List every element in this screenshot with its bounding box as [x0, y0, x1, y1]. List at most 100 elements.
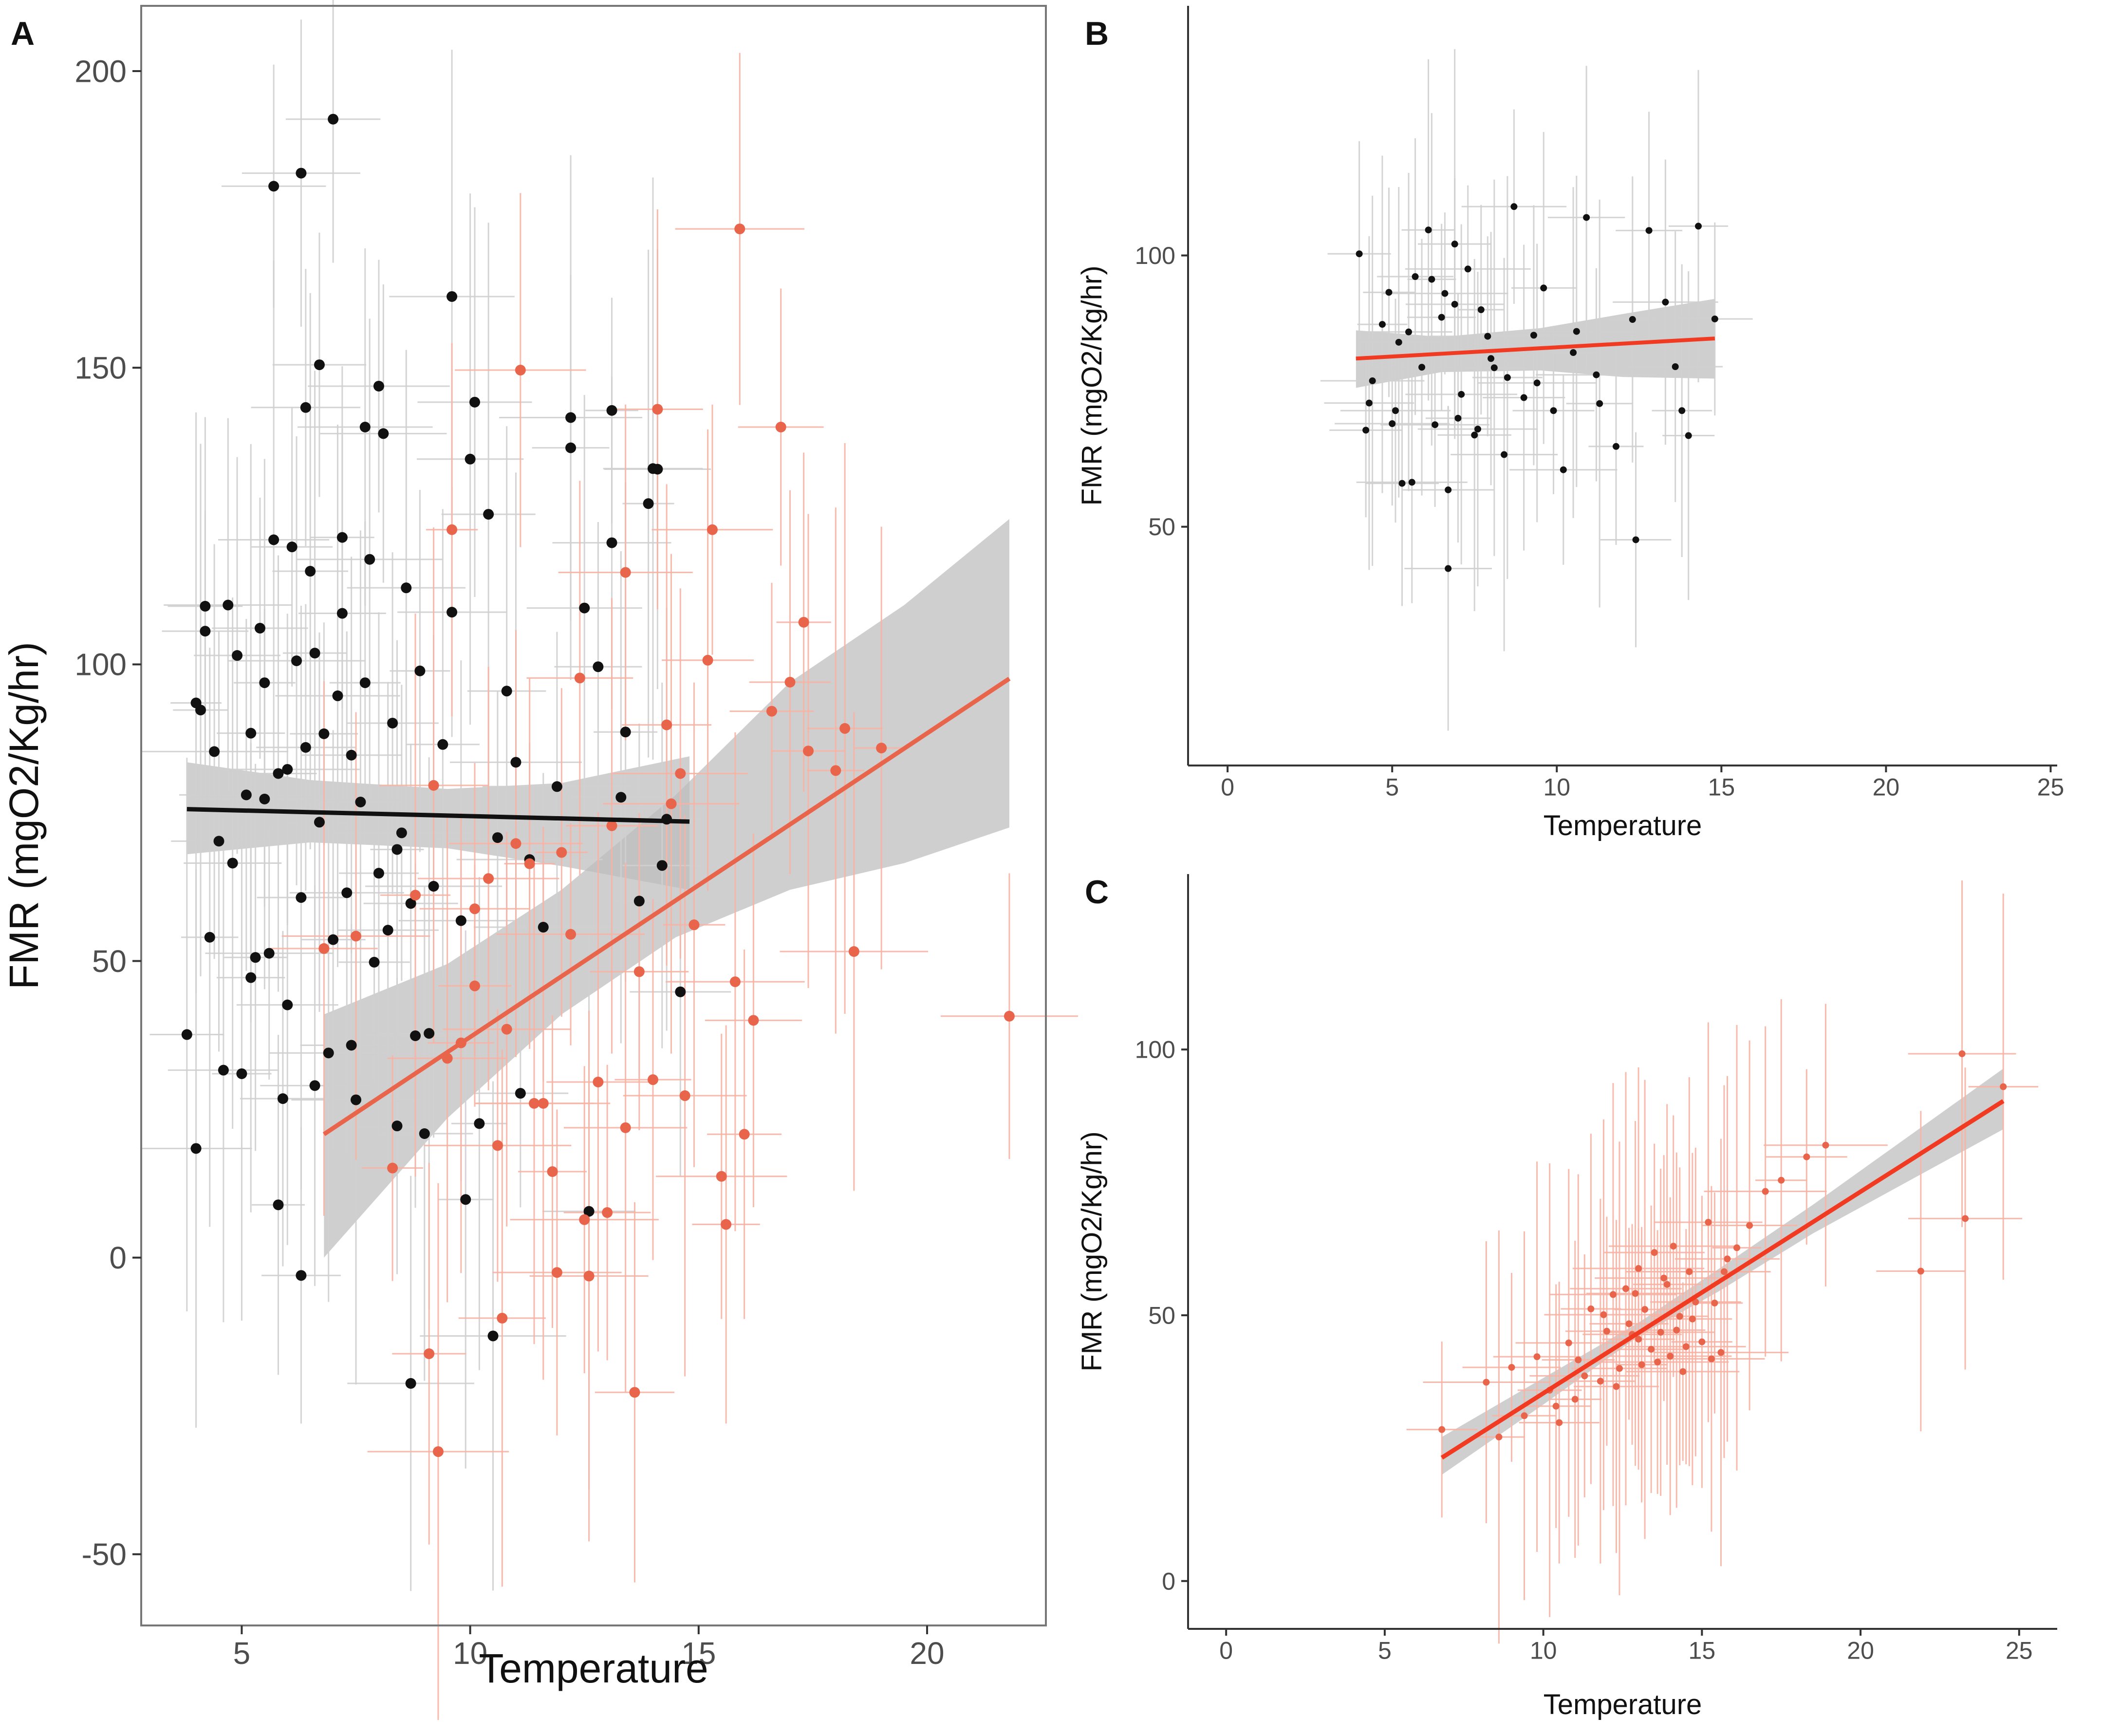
panel-a-point-1-48 [401, 582, 412, 594]
panel-b-point-1-22 [1501, 451, 1508, 458]
panel-a-point-1-19 [268, 534, 279, 545]
panel-b-point-1-14 [1445, 486, 1452, 493]
panel-b-y-tick-label-1: 50 [1148, 513, 1175, 541]
panel-c-point-1-17 [1622, 1285, 1630, 1292]
panel-a-point-1-68 [593, 661, 604, 672]
panel-a-point-1-67 [579, 602, 590, 614]
panel-a-point-1-37 [351, 1094, 362, 1105]
panel-a-point-1-71 [633, 896, 645, 907]
panel-a-x-tick-label-2: 10 [453, 1636, 487, 1671]
panel-a-point-2-49 [583, 1270, 595, 1282]
panel-c-point-1-4 [1508, 1363, 1515, 1371]
panel-a-point-2-58 [839, 723, 851, 734]
panel-a-point-1-41 [369, 956, 380, 968]
panel-b-point-1-10 [1418, 364, 1426, 371]
panel-c-point-1-5 [1521, 1412, 1528, 1419]
panel-a-point-1-57 [465, 453, 476, 465]
panel-c-fit-line-1 [1440, 1099, 2005, 1460]
panel-b-point-1-30 [1583, 214, 1590, 221]
panel-c-point-1-39 [1762, 1188, 1769, 1195]
panel-c-point-1-2 [1483, 1379, 1490, 1386]
panel-a-point-2-16 [579, 1214, 590, 1225]
panel-a-y-tick-label-6: 200 [74, 54, 127, 89]
panel-c-point-1-53 [1635, 1336, 1642, 1343]
panel-a-point-1-59 [483, 509, 494, 520]
panel-b-x-tick-label-3: 10 [1543, 774, 1570, 801]
panel-b-point-1-7 [1398, 480, 1406, 487]
panel-a-x-tick-label-4: 20 [910, 1636, 944, 1671]
panel-b-point-1-12 [1432, 421, 1439, 429]
panel-a-point-2-38 [515, 365, 526, 376]
panel-c-x-tick-label-6: 25 [2006, 1637, 2033, 1664]
panel-b-point-1-2 [1362, 427, 1370, 434]
panel-b-point-1-34 [1645, 227, 1653, 234]
panel-a-point-2-52 [529, 1098, 540, 1109]
panel-c-point-1-25 [1660, 1274, 1668, 1282]
panel-a-point-1-82 [359, 422, 371, 433]
panel-a-point-1-91 [273, 1199, 284, 1211]
panel-c-point-1-29 [1682, 1343, 1690, 1350]
panel-a-point-1-75 [268, 181, 279, 192]
panel-a-point-1-25 [296, 892, 307, 903]
panel-a-point-1-51 [414, 665, 426, 676]
panel-c-point-1-60 [1720, 1268, 1728, 1275]
panel-a-point-2-14 [551, 1267, 562, 1278]
panel-a-point-1-10 [227, 858, 238, 869]
panel-b-point-1-1 [1356, 250, 1363, 258]
panel-c-point-1-12 [1587, 1305, 1595, 1312]
panel-a-point-1-77 [328, 113, 339, 125]
panel-a-point-2-39 [446, 524, 458, 535]
panel-a-point-1-70 [620, 727, 631, 738]
panel-c-point-1-21 [1641, 1306, 1649, 1313]
panel-c-point-1-41 [1803, 1153, 1810, 1160]
panel-a-point-1-90 [487, 1330, 499, 1342]
panel-b-y-axis-title: FMR (mgO2/Kg/hr) [1076, 265, 1108, 505]
panel-a-fit-line-1 [186, 807, 690, 824]
panel-c-point-1-40 [1778, 1176, 1785, 1184]
panel-a-point-1-76 [296, 168, 307, 179]
panel-a-point-1-99 [336, 532, 348, 543]
panel-a-point-1-94 [583, 1206, 595, 1217]
panel-b-ci-band-1 [1356, 299, 1715, 388]
panel-b-point-1-52 [1685, 432, 1692, 439]
panel-a-point-1-4 [200, 626, 211, 637]
panel-a-point-2-4 [410, 890, 421, 901]
panel-a-point-1-20 [273, 768, 284, 779]
panel-a-point-1-89 [296, 1270, 307, 1281]
panel-c-point-1-48 [1625, 1320, 1633, 1327]
panel-b-x-tick-label-4: 15 [1708, 774, 1735, 801]
panel-a-point-1-1 [181, 1029, 192, 1040]
panel-b-y-tick-label-2: 100 [1135, 242, 1175, 269]
panel-a-point-2-35 [1004, 1010, 1015, 1022]
panel-b-point-1-13 [1438, 314, 1445, 321]
panel-a-fit-line-2 [322, 676, 1011, 1136]
panel-a-point-1-87 [652, 464, 663, 475]
panel-a-point-1-83 [469, 396, 481, 408]
panel-a-point-2-56 [739, 1129, 750, 1140]
panel-a-point-2-34 [876, 743, 887, 754]
panel-a-letter: A [11, 15, 35, 52]
panel-c-point-1-45 [1962, 1215, 1969, 1222]
panel-a-point-2-36 [734, 224, 745, 235]
panel-c-point-1-46 [2000, 1083, 2007, 1090]
panel-b-point-1-54 [1445, 565, 1452, 572]
panel-b-point-1-15 [1451, 241, 1458, 248]
panel-b-point-1-43 [1504, 374, 1511, 381]
panel-a-point-1-47 [396, 827, 407, 839]
panel-b-point-1-5 [1385, 289, 1393, 296]
panel-a-point-2-5 [428, 780, 439, 791]
panel-a-point-1-95 [190, 697, 202, 709]
panel-c-point-1-14 [1603, 1327, 1610, 1335]
panel-b-point-1-53 [1632, 536, 1639, 543]
panel-b-point-1-17 [1464, 265, 1471, 273]
panel-b-point-1-4 [1378, 321, 1386, 328]
panel-a-point-1-31 [323, 1047, 334, 1059]
panel-c-point-1-36 [1724, 1255, 1731, 1263]
panel-a-point-1-2 [190, 1143, 202, 1154]
panel-a-point-1-36 [346, 749, 357, 761]
panel-a-point-2-31 [803, 746, 814, 757]
panel-c-y-tick-label-3: 100 [1135, 1036, 1175, 1064]
panel-c-point-1-37 [1733, 1244, 1741, 1251]
panel-a-point-1-7 [213, 836, 224, 847]
panel-a-point-2-15 [565, 929, 577, 940]
